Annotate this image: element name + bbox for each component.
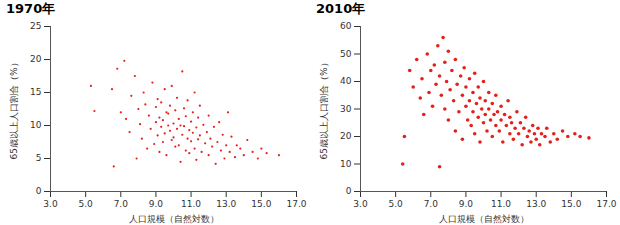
svg-text:9.0: 9.0 <box>459 199 474 209</box>
svg-text:13.0: 13.0 <box>526 199 546 209</box>
svg-text:0: 0 <box>36 186 42 196</box>
svg-text:17.0: 17.0 <box>286 199 306 209</box>
svg-text:15.0: 15.0 <box>251 199 271 209</box>
svg-text:3.0: 3.0 <box>353 199 368 209</box>
svg-text:13.0: 13.0 <box>216 199 236 209</box>
svg-text:17.0: 17.0 <box>596 199 616 209</box>
svg-text:65歳以上人口割合（%）: 65歳以上人口割合（%） <box>9 58 19 159</box>
svg-text:11.0: 11.0 <box>491 199 511 209</box>
svg-text:15: 15 <box>30 87 41 97</box>
svg-text:60: 60 <box>340 21 352 31</box>
html-text:1970年: 1970年 <box>6 1 56 16</box>
svg-text:5.0: 5.0 <box>78 199 93 209</box>
svg-text:5.0: 5.0 <box>388 199 403 209</box>
svg-text:7.0: 7.0 <box>114 199 129 209</box>
svg-text:50: 50 <box>340 49 352 59</box>
svg-text:20: 20 <box>30 54 42 64</box>
svg-text:65歳以上人口割合（%）: 65歳以上人口割合（%） <box>319 58 329 159</box>
svg-text:15.0: 15.0 <box>561 199 581 209</box>
html-text:2010年: 2010年 <box>316 1 366 16</box>
svg-text:30: 30 <box>340 104 352 114</box>
svg-text:0: 0 <box>346 186 352 196</box>
svg-text:25: 25 <box>30 21 41 31</box>
svg-text:10: 10 <box>30 120 42 130</box>
svg-text:3.0: 3.0 <box>43 199 58 209</box>
svg-text:人口規模（自然対数）: 人口規模（自然対数） <box>439 214 529 224</box>
svg-text:10: 10 <box>340 159 352 169</box>
svg-text:40: 40 <box>340 76 352 86</box>
svg-text:人口規模（自然対数）: 人口規模（自然対数） <box>129 214 219 224</box>
svg-text:11.0: 11.0 <box>181 199 201 209</box>
svg-text:20: 20 <box>340 131 352 141</box>
svg-text:9.0: 9.0 <box>149 199 164 209</box>
svg-text:5: 5 <box>36 153 42 163</box>
svg-text:7.0: 7.0 <box>424 199 439 209</box>
